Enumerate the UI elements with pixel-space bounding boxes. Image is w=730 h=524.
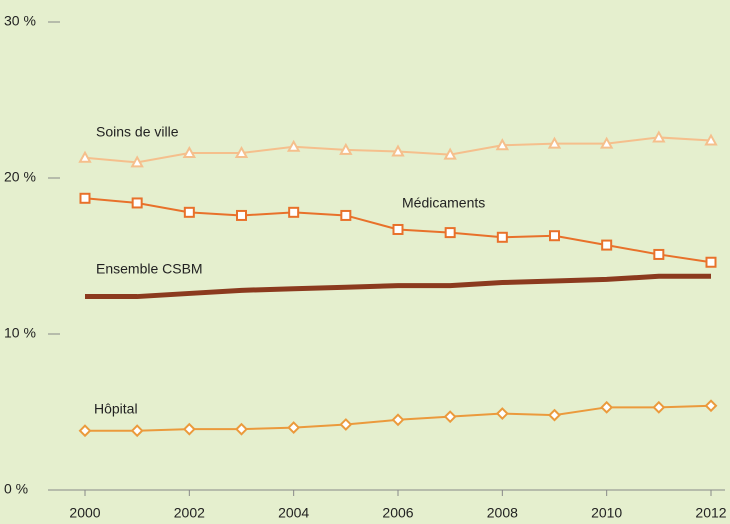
- marker: [599, 136, 614, 149]
- marker: [653, 248, 665, 260]
- marker: [704, 399, 718, 413]
- series-label: Ensemble CSBM: [96, 261, 203, 277]
- marker: [496, 231, 508, 243]
- x-tick-label: 2006: [382, 505, 413, 521]
- marker: [79, 192, 91, 204]
- marker: [600, 400, 614, 414]
- y-tick-label: 30 %: [4, 13, 36, 29]
- marker: [549, 230, 560, 242]
- marker: [705, 256, 717, 268]
- y-tick-label: 0 %: [4, 481, 28, 497]
- marker: [443, 147, 457, 160]
- marker: [704, 133, 718, 146]
- marker: [234, 145, 249, 159]
- marker: [182, 422, 196, 436]
- marker: [288, 206, 300, 218]
- y-tick-label: 10 %: [4, 325, 36, 341]
- marker: [391, 413, 405, 427]
- marker: [340, 209, 352, 221]
- series-label: Médicaments: [402, 195, 485, 211]
- series-label: Soins de ville: [96, 124, 179, 140]
- marker: [495, 407, 509, 420]
- marker: [392, 223, 404, 235]
- x-tick-label: 2002: [174, 505, 205, 521]
- x-tick-label: 2010: [591, 505, 622, 521]
- marker: [652, 400, 666, 414]
- marker: [130, 155, 144, 168]
- marker: [130, 424, 144, 438]
- series-line: [85, 273, 711, 300]
- marker: [339, 418, 353, 431]
- marker: [183, 206, 195, 218]
- marker: [339, 142, 353, 155]
- marker: [548, 408, 561, 422]
- marker: [78, 424, 92, 438]
- marker: [547, 136, 562, 149]
- marker: [235, 422, 248, 436]
- marker: [444, 227, 456, 239]
- marker: [495, 138, 510, 151]
- x-tick-label: 2012: [695, 505, 726, 521]
- series-label: Hôpital: [94, 401, 138, 417]
- marker: [652, 130, 666, 143]
- marker: [236, 209, 247, 221]
- x-tick-label: 2000: [69, 505, 100, 521]
- x-tick-label: 2008: [487, 505, 518, 521]
- marker: [131, 197, 143, 209]
- marker: [286, 139, 301, 152]
- marker: [78, 150, 92, 163]
- marker: [601, 239, 613, 251]
- marker: [287, 421, 301, 435]
- x-tick-label: 2004: [278, 505, 309, 521]
- marker: [182, 145, 197, 159]
- marker: [443, 410, 457, 424]
- marker: [391, 144, 405, 157]
- y-tick-label: 20 %: [4, 169, 36, 185]
